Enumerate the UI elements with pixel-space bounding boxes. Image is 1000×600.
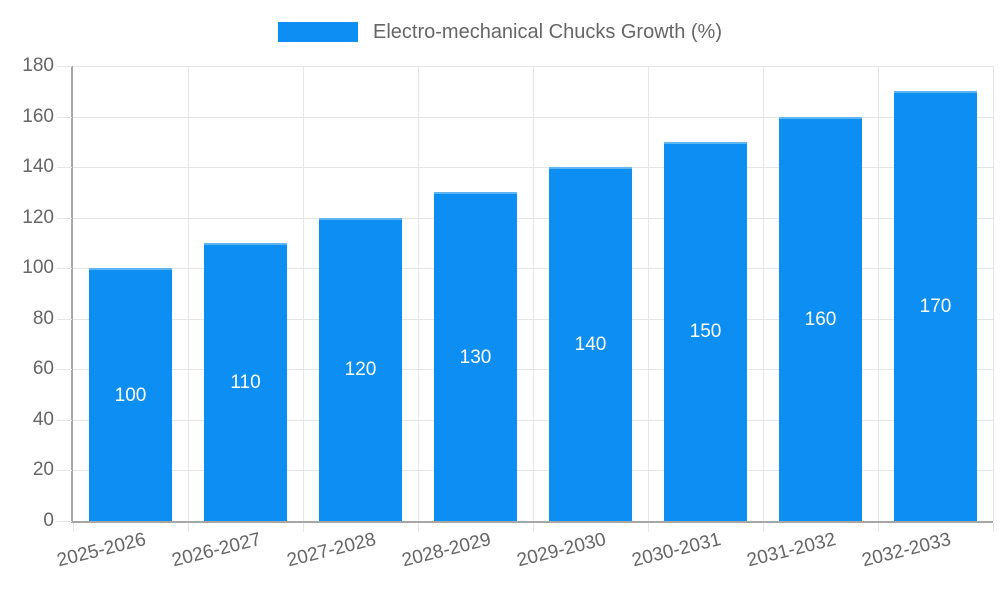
gridline-vertical (188, 66, 189, 521)
x-tick-mark (533, 523, 534, 532)
y-tick-label: 0 (43, 510, 54, 531)
y-tick-mark (57, 318, 72, 320)
y-tick-label: 40 (32, 408, 54, 430)
chart-legend: Electro-mechanical Chucks Growth (%) (0, 20, 1000, 44)
y-tick-mark (57, 66, 72, 67)
x-tick-mark (878, 523, 879, 532)
gridline-vertical (303, 66, 304, 521)
bar-value-label: 130 (459, 346, 492, 368)
y-tick-mark (57, 268, 72, 270)
legend-item-growth[interactable]: Electro-mechanical Chucks Growth (%) (278, 20, 722, 44)
y-tick-label: 60 (32, 358, 54, 380)
y-axis-line (71, 66, 73, 521)
x-tick-mark (418, 523, 419, 532)
bar-value-label: 150 (689, 321, 722, 343)
gridline-vertical (418, 66, 419, 521)
x-tick-mark (303, 523, 304, 532)
bar-2031-2032[interactable]: 160 (779, 116, 862, 521)
legend-swatch (278, 22, 358, 42)
bar-value-label: 160 (804, 308, 837, 330)
y-tick-label: 100 (22, 257, 54, 279)
y-tick-mark (57, 116, 72, 118)
gridline-vertical (878, 66, 879, 521)
y-tick-label: 180 (22, 55, 54, 76)
gridline-vertical (648, 66, 649, 521)
bar-2028-2029[interactable]: 130 (434, 192, 517, 521)
y-tick-mark (57, 470, 72, 472)
x-tick-mark (188, 523, 189, 532)
bar-2032-2033[interactable]: 170 (894, 91, 977, 521)
gridline-vertical (993, 66, 994, 521)
y-tick-mark (57, 167, 72, 169)
x-axis-line (71, 521, 993, 523)
bar-2026-2027[interactable]: 110 (204, 242, 287, 521)
y-tick-label: 160 (22, 105, 54, 127)
y-tick-mark (57, 369, 72, 371)
bar-value-label: 110 (230, 371, 261, 393)
bar-2025-2026[interactable]: 100 (89, 268, 172, 521)
x-tick-mark (993, 523, 994, 532)
y-tick-label: 80 (32, 307, 54, 329)
legend-label: Electro-mechanical Chucks Growth (%) (373, 21, 722, 43)
y-tick-mark (57, 217, 72, 219)
bar-2030-2031[interactable]: 150 (664, 141, 747, 521)
bar-value-label: 120 (344, 359, 377, 381)
y-tick-label: 140 (22, 156, 54, 178)
y-tick-label: 120 (22, 206, 54, 228)
bar-value-label: 170 (919, 296, 952, 318)
gridline-vertical (763, 66, 764, 521)
y-tick-mark (57, 419, 72, 421)
bar-2027-2028[interactable]: 120 (319, 217, 402, 521)
y-tick-mark (57, 521, 72, 522)
x-tick-mark (73, 523, 74, 532)
bar-2029-2030[interactable]: 140 (549, 167, 632, 521)
x-tick-mark (763, 523, 764, 532)
bar-value-label: 140 (574, 334, 607, 356)
gridline-vertical (533, 66, 534, 521)
y-tick-label: 20 (32, 459, 54, 481)
x-tick-mark (648, 523, 649, 532)
bar-value-label: 100 (114, 384, 147, 406)
